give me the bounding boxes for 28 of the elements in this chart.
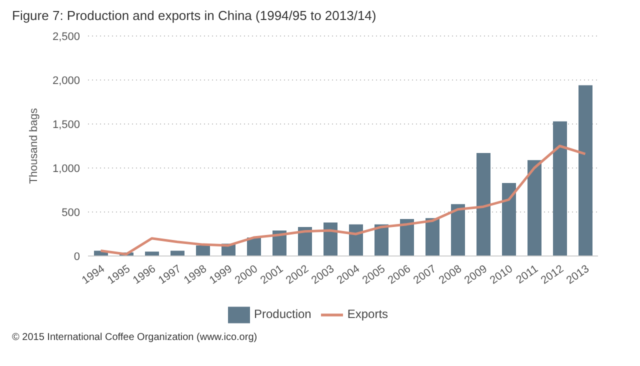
- x-tick-label: 2001: [258, 263, 286, 287]
- line-series: [100, 144, 586, 256]
- bar: [476, 153, 490, 256]
- y-axis-title: Thousand bags: [28, 108, 40, 184]
- y-tick-label: 1,500: [52, 118, 80, 131]
- chart-title: Figure 7: Production and exports in China (1994/95 to 2013/14): [12, 8, 378, 25]
- bar: [553, 121, 567, 256]
- y-tick-label: 2,000: [52, 74, 80, 87]
- bar: [374, 224, 388, 256]
- bar: [578, 85, 592, 256]
- y-tick-label: 1,000: [52, 162, 80, 175]
- y-tick-label: 0: [74, 250, 80, 263]
- y-tick-label: 2,500: [52, 30, 80, 43]
- bar: [196, 245, 210, 256]
- legend-label: Exports: [347, 307, 388, 322]
- x-tick-label: 2011: [514, 263, 540, 286]
- bar: [349, 224, 363, 256]
- bar: [528, 160, 542, 256]
- y-tick-label: 500: [62, 206, 80, 219]
- bar: [145, 252, 159, 256]
- legend-label: Production: [254, 307, 312, 322]
- bar: [426, 218, 440, 256]
- bar: [502, 182, 516, 256]
- bar: [324, 222, 338, 256]
- bar: [170, 250, 184, 256]
- bar: [451, 204, 465, 256]
- bar: [400, 219, 414, 256]
- text: © 2015 International Coffee Organization (www.ico.org): [12, 332, 258, 343]
